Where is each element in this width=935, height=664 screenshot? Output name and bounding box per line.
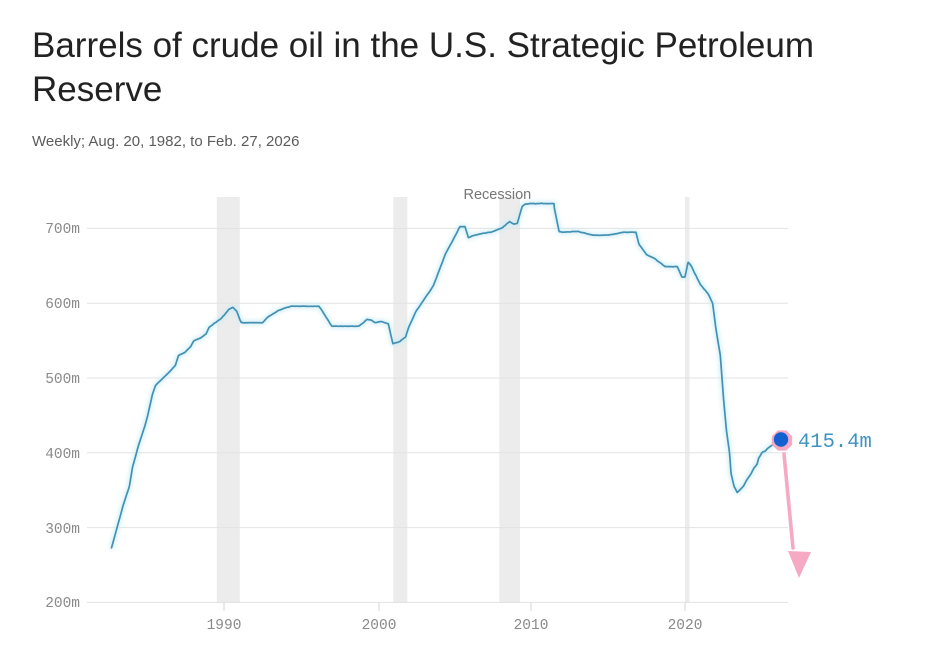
svg-text:300m: 300m: [45, 522, 80, 538]
svg-text:2010: 2010: [514, 618, 549, 634]
svg-text:415.4m: 415.4m: [798, 431, 872, 454]
svg-text:Recession: Recession: [464, 187, 532, 203]
svg-text:600m: 600m: [45, 297, 80, 313]
svg-text:1990: 1990: [207, 618, 242, 634]
svg-text:2020: 2020: [668, 618, 703, 634]
svg-text:400m: 400m: [45, 447, 80, 463]
svg-text:700m: 700m: [45, 222, 80, 238]
svg-text:200m: 200m: [45, 596, 80, 612]
svg-text:500m: 500m: [45, 372, 80, 388]
svg-text:2000: 2000: [362, 618, 397, 634]
